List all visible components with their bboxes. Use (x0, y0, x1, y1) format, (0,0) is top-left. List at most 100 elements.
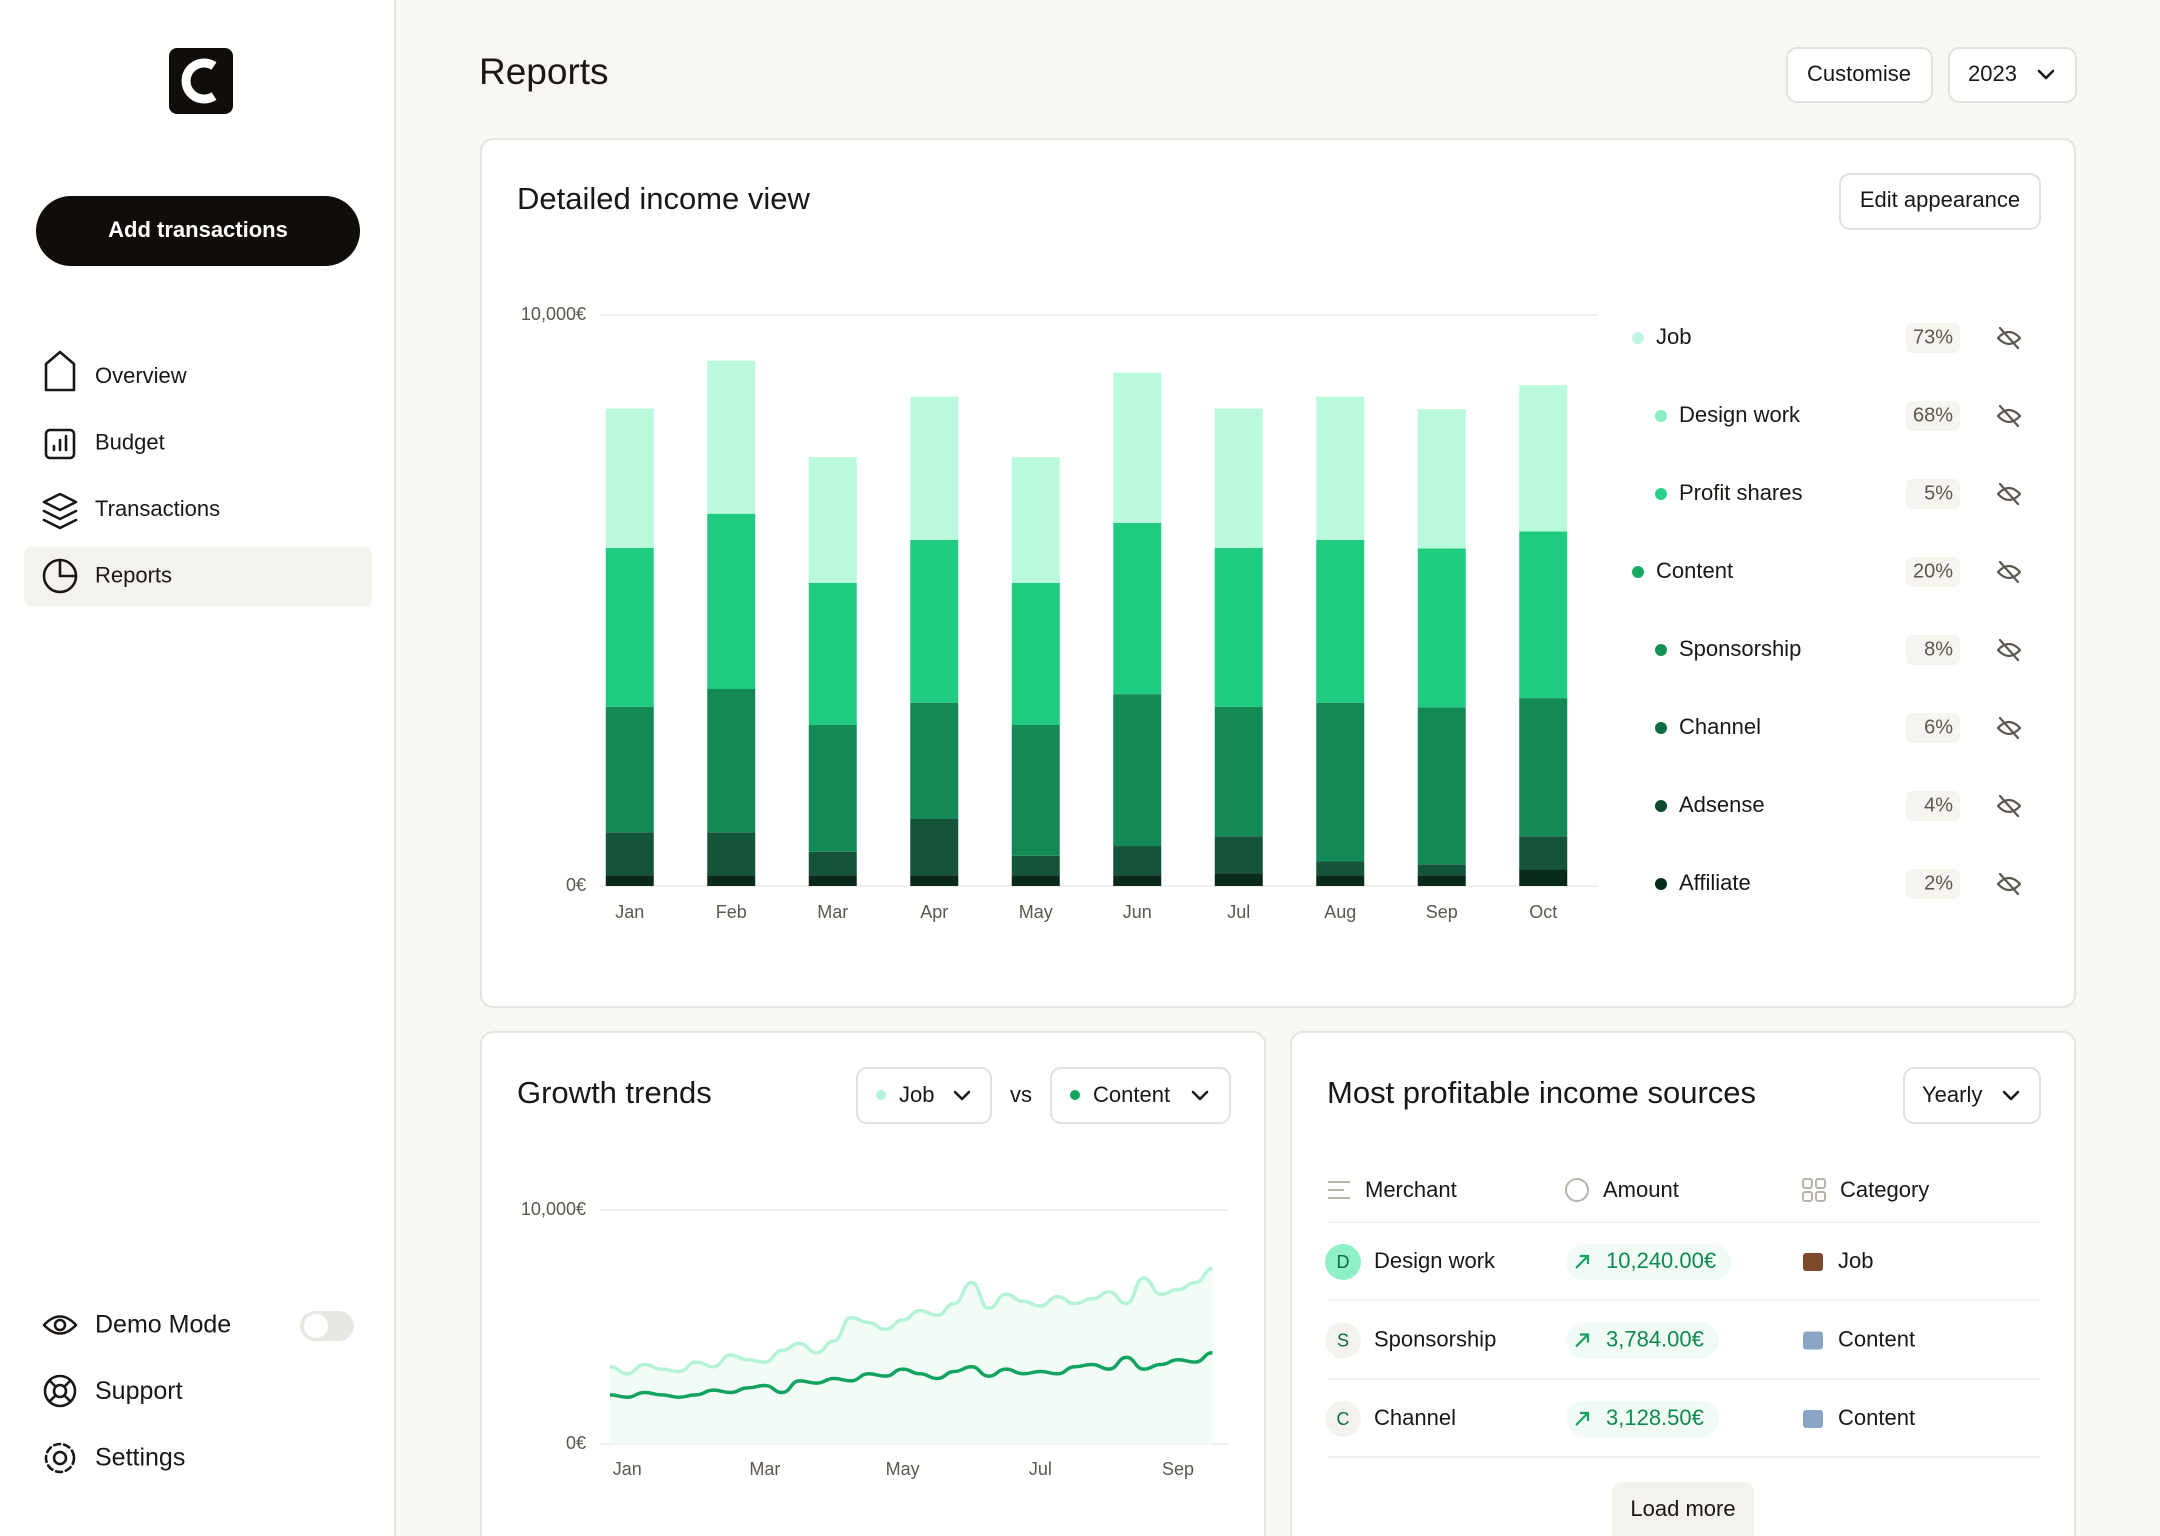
footer-nav-item[interactable]: Demo Mode (95, 1311, 231, 1339)
hide-toggle[interactable] (1996, 326, 2022, 350)
nav-item[interactable]: Transactions (95, 496, 220, 521)
legend-share: 8% (1924, 638, 1953, 660)
add-transactions-label: Add transactions (108, 217, 288, 242)
merchant: Sponsorship (1374, 1326, 1496, 1351)
bar-segment (605, 547, 654, 707)
avatar (1325, 1322, 1361, 1359)
column-header: Merchant (1365, 1177, 1457, 1202)
bar-segment (910, 702, 959, 819)
x-tick-label: Sep (1426, 902, 1458, 922)
legend-share-bg (1906, 323, 1960, 353)
legend-dot (1655, 800, 1667, 812)
bar-segment (1417, 875, 1466, 886)
hide-toggle[interactable] (1996, 794, 2022, 818)
trend-arrow (1575, 1254, 1590, 1269)
category-icon (1803, 1253, 1823, 1271)
demo-toggle[interactable] (300, 1311, 354, 1341)
x-tick-label: Apr (920, 902, 948, 922)
legend-dot (1655, 878, 1667, 890)
year-select[interactable] (1948, 47, 2077, 103)
trend-arrow (1575, 1411, 1590, 1426)
bar-segment (808, 582, 857, 725)
footer-nav-item[interactable]: Settings (95, 1444, 185, 1472)
period-select[interactable] (1903, 1067, 2041, 1124)
edit-appearance-label: Edit appearance (1860, 187, 2020, 212)
hide-toggle[interactable] (1996, 404, 2022, 428)
load-more-button[interactable] (1612, 1482, 1754, 1536)
category-icon (1803, 1410, 1823, 1428)
year-label: 2023 (1968, 61, 2017, 86)
hide-toggle[interactable] (1996, 482, 2022, 506)
chevron (1191, 1090, 1209, 1101)
customise-label: Customise (1807, 61, 1911, 86)
line (609, 1350, 1213, 1399)
eye-icon (1996, 872, 2022, 896)
column-header: Category (1840, 1177, 1929, 1202)
bar-segment (707, 513, 756, 690)
hide-toggle[interactable] (1996, 872, 2022, 896)
legend-share: 6% (1924, 716, 1953, 738)
legend-share: 20% (1913, 560, 1953, 582)
legend-label: Job (1656, 324, 1691, 349)
nav-item[interactable]: Overview (95, 363, 187, 388)
bar-segment (910, 818, 959, 876)
avatar-initial: D (1337, 1252, 1350, 1272)
customise-button[interactable] (1786, 47, 1933, 103)
card-title: Growth trends (517, 1075, 712, 1110)
series-dot (1070, 1090, 1080, 1100)
bar-segment (1113, 875, 1162, 886)
series-select[interactable] (1050, 1067, 1231, 1124)
bar-segment (1316, 861, 1365, 876)
load-more-label: Load more (1630, 1496, 1735, 1521)
x-tick-label: May (886, 1459, 920, 1479)
bar-segment (1214, 836, 1263, 874)
bar-segment (1214, 873, 1263, 886)
eye-icon (1996, 560, 2022, 584)
income-card (480, 138, 2076, 1008)
nav-item[interactable]: Budget (95, 429, 165, 454)
legend-label: Sponsorship (1679, 636, 1801, 661)
legend-share: 68% (1913, 404, 1953, 426)
edit-appearance-button[interactable] (1839, 173, 2041, 230)
bar-segment (707, 875, 756, 886)
bar-segment (707, 689, 756, 833)
eye-icon (1996, 326, 2022, 350)
legend-label: Profit shares (1679, 480, 1803, 505)
legend-share-bg (1906, 869, 1960, 899)
add-transactions-button[interactable] (36, 196, 360, 266)
bar-segment (1011, 724, 1060, 856)
avatar (1325, 1244, 1361, 1280)
bar-segment (1214, 408, 1263, 548)
series-select[interactable] (856, 1067, 992, 1124)
bar-segment (1113, 846, 1162, 876)
hide-toggle[interactable] (1996, 638, 2022, 662)
hide-toggle[interactable] (1996, 716, 2022, 740)
footer-nav-item[interactable]: Support (95, 1377, 183, 1405)
bar-segment (1214, 547, 1263, 707)
x-tick-label: Feb (716, 902, 747, 922)
legend-share: 5% (1924, 482, 1953, 504)
hide-toggle[interactable] (1996, 560, 2022, 584)
bar-segment (1011, 457, 1060, 583)
chevron (2037, 69, 2055, 80)
bar-segment (707, 832, 756, 876)
legend-share-bg (1906, 479, 1960, 509)
bar-segment (1316, 396, 1365, 540)
bar-segment (910, 539, 959, 703)
x-tick-label: Oct (1529, 902, 1557, 922)
x-tick-label: Jun (1123, 902, 1152, 922)
x-tick-label: Jul (1029, 1459, 1052, 1479)
bar-segment (605, 832, 654, 876)
period-label: Yearly (1922, 1082, 1982, 1107)
nav-item[interactable]: Reports (95, 562, 172, 587)
bar-segment (910, 875, 959, 886)
legend-share-bg (1906, 713, 1960, 743)
legend-share: 4% (1924, 794, 1953, 816)
y-tick-label: 10,000€ (521, 1199, 586, 1219)
bar-segment (1417, 409, 1466, 549)
amount: 3,128.50€ (1606, 1405, 1704, 1430)
x-tick-label: Jul (1227, 902, 1250, 922)
page-title: Reports (479, 51, 609, 92)
x-tick-label: Sep (1162, 1459, 1194, 1479)
